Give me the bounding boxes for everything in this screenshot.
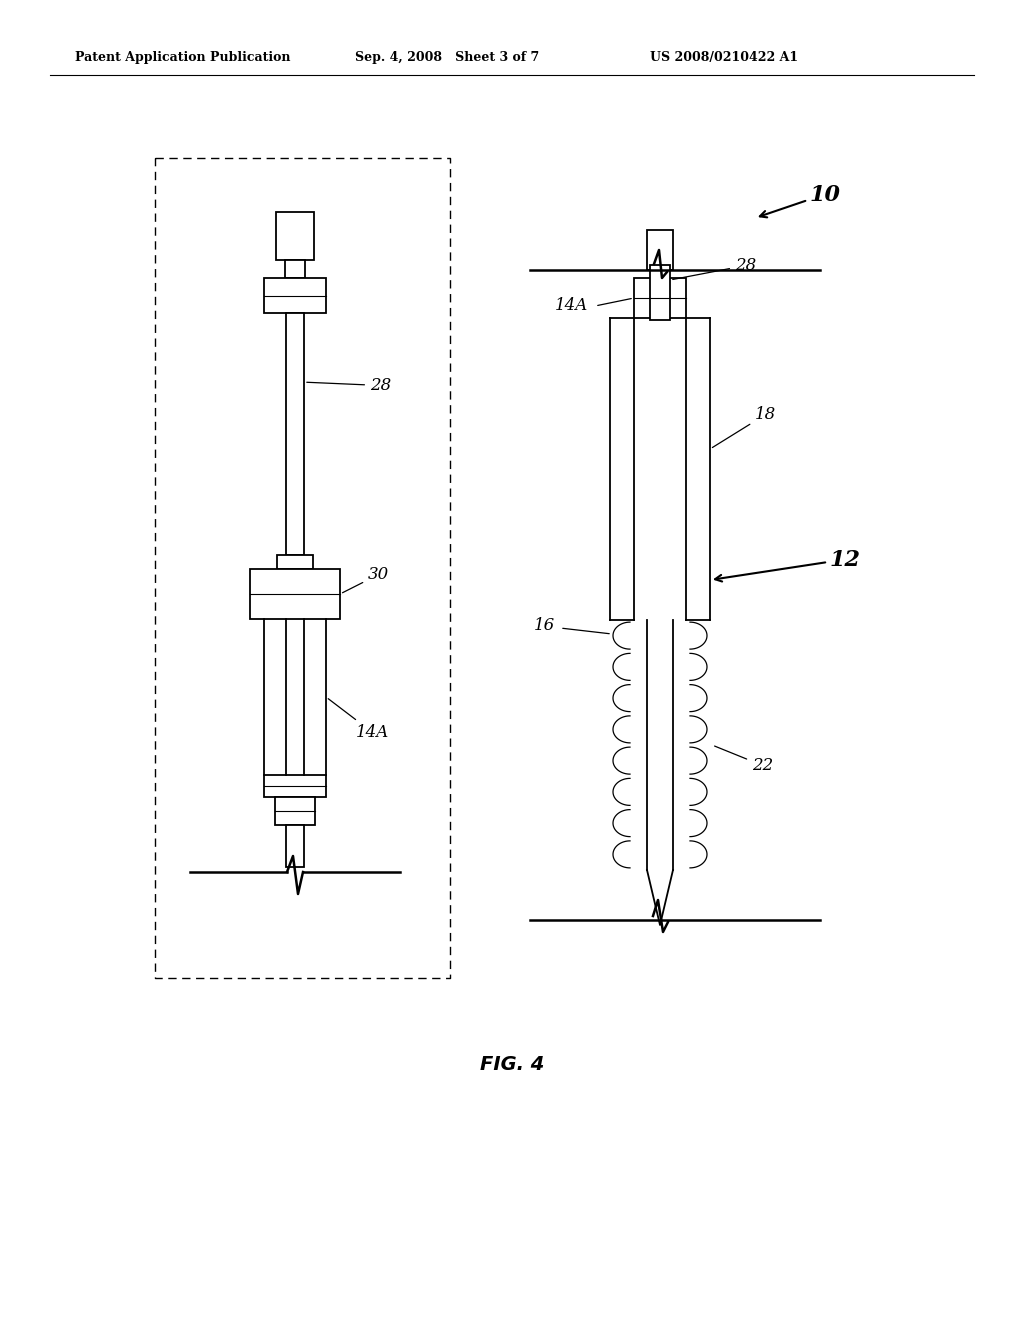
Text: 10: 10 <box>810 183 841 206</box>
Text: 14A: 14A <box>555 297 588 314</box>
Bar <box>264 279 326 313</box>
Text: 12: 12 <box>830 549 861 572</box>
Text: 14A: 14A <box>329 698 389 741</box>
Bar <box>286 825 304 867</box>
Bar <box>276 213 314 260</box>
Bar <box>250 569 340 619</box>
Bar <box>650 265 670 319</box>
Text: US 2008/0210422 A1: US 2008/0210422 A1 <box>650 51 798 65</box>
Text: 18: 18 <box>713 407 776 447</box>
Bar <box>286 313 304 554</box>
Bar <box>647 230 673 271</box>
Text: 30: 30 <box>342 566 389 593</box>
Text: Patent Application Publication: Patent Application Publication <box>75 51 291 65</box>
Text: 16: 16 <box>534 616 555 634</box>
Text: 28: 28 <box>307 378 391 393</box>
Bar <box>264 775 326 797</box>
Text: 28: 28 <box>673 257 757 280</box>
Bar <box>634 279 686 318</box>
Bar <box>285 260 305 279</box>
Bar <box>278 554 313 569</box>
Text: 22: 22 <box>715 746 773 774</box>
Text: FIG. 4: FIG. 4 <box>480 1056 544 1074</box>
Bar <box>275 797 315 825</box>
Text: Sep. 4, 2008   Sheet 3 of 7: Sep. 4, 2008 Sheet 3 of 7 <box>355 51 540 65</box>
